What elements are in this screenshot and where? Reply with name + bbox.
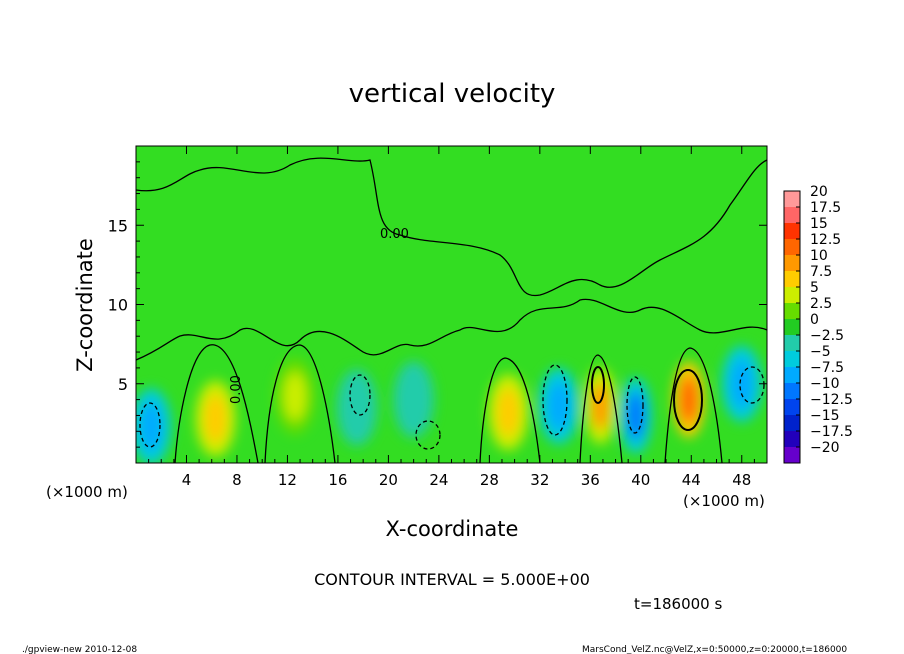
negative-contour <box>139 402 161 448</box>
contour-label: 0.00 <box>229 375 244 404</box>
colorbar-swatch <box>784 399 800 416</box>
colorbar-label: 7.5 <box>810 264 832 280</box>
negative-contour <box>415 420 441 450</box>
x-tick-label: 12 <box>278 471 297 489</box>
anomaly-core <box>204 394 227 443</box>
y-tick-label: 10 <box>108 296 128 315</box>
y-axis-label: Z-coordinate <box>73 238 97 372</box>
colorbar-label: −15 <box>810 408 840 424</box>
plot-background <box>136 146 767 463</box>
colorbar-label: 20 <box>810 184 828 200</box>
x-unit-right: (×1000 m) <box>683 492 765 510</box>
colorbar-swatch <box>784 319 800 336</box>
inner-contour <box>673 369 703 431</box>
colorbar-label: −20 <box>810 440 840 456</box>
colorbar-label: 10 <box>810 248 828 264</box>
anomaly-core <box>140 402 163 451</box>
negative-contour <box>349 374 371 416</box>
colorbar-swatch <box>784 383 800 400</box>
plume-contour <box>479 357 541 463</box>
chart-title: vertical velocity <box>349 79 556 109</box>
x-tick-label: 20 <box>379 471 398 489</box>
x-tick-label: 36 <box>581 471 600 489</box>
colorbar-label: −10 <box>810 376 840 392</box>
anomaly-core <box>345 383 368 432</box>
y-tick-label: 15 <box>108 216 128 235</box>
colorbar-label: 2.5 <box>810 296 832 312</box>
negative-contour <box>626 376 644 434</box>
negative-contour <box>542 364 568 436</box>
x-axis: 4 8 12 16 20 24 28 32 36 40 44 48 <box>148 146 755 489</box>
x-tick-label: 4 <box>182 471 192 489</box>
anomaly-core <box>284 372 307 421</box>
colorbar-label: 0 <box>810 312 819 328</box>
colorbar-swatch <box>784 271 800 288</box>
anomaly-core <box>497 388 520 437</box>
colorbar-label: 12.5 <box>810 232 841 248</box>
x-tick-label: 8 <box>232 471 242 489</box>
colorbar-swatch <box>784 415 800 432</box>
colorbar-swatch <box>784 287 800 304</box>
footer-left: ./gpview-new 2010-12-08 <box>22 645 137 654</box>
x-tick-label: 16 <box>328 471 347 489</box>
upper-contour <box>136 157 767 297</box>
x-tick-label: 24 <box>429 471 448 489</box>
negative-contour <box>739 366 765 404</box>
x-axis-label: X-coordinate <box>386 517 519 541</box>
colorbar-swatch <box>784 207 800 224</box>
x-unit-left: (×1000 m) <box>46 483 128 501</box>
y-axis: 5 10 15 <box>108 161 767 448</box>
colorbar-swatch <box>784 303 800 320</box>
colorbar-label: −17.5 <box>810 424 853 440</box>
colorbar-swatch <box>784 351 800 368</box>
inner-contour <box>591 366 605 404</box>
anomaly-core <box>547 381 570 430</box>
colorbar: 2017.51512.5107.552.50−2.5−5−7.5−10−12.5… <box>783 184 853 464</box>
anomaly-core <box>402 375 425 424</box>
x-tick-label: 48 <box>732 471 751 489</box>
anomaly-core <box>591 381 610 430</box>
plume-contour <box>264 344 336 463</box>
x-tick-label: 40 <box>631 471 650 489</box>
colorbar-swatch <box>784 239 800 256</box>
colorbar-frame <box>783 190 801 464</box>
colorbar-label: −2.5 <box>810 328 844 344</box>
zero-contour <box>136 298 767 361</box>
anomaly-core <box>679 375 698 424</box>
colorbar-label: 15 <box>810 216 828 232</box>
colorbar-swatch <box>784 431 800 448</box>
colorbar-label: −12.5 <box>810 392 853 408</box>
y-tick-label: 5 <box>118 375 128 394</box>
plot-area: 0.00 0.00 <box>136 146 767 463</box>
x-tick-label: 32 <box>530 471 549 489</box>
colorbar-label: 17.5 <box>810 200 841 216</box>
contour-interval: CONTOUR INTERVAL = 5.000E+00 <box>314 570 590 589</box>
contour-label: 0.00 <box>380 227 409 242</box>
colorbar-swatch <box>784 191 800 208</box>
footer-right: MarsCond_VelZ.nc@VelZ,x=0:50000,z=0:2000… <box>582 645 847 654</box>
colorbar-label: −5 <box>810 344 831 360</box>
plume-contour <box>579 354 623 463</box>
colorbar-label: −7.5 <box>810 360 844 376</box>
colorbar-swatch <box>784 367 800 384</box>
colorbar-label: 5 <box>810 280 819 296</box>
colorbar-swatch <box>784 447 800 464</box>
x-tick-label: 44 <box>682 471 701 489</box>
time-label: t=186000 s <box>634 595 722 613</box>
plume-contour <box>174 344 259 463</box>
x-tick-label: 28 <box>480 471 499 489</box>
plume-contour <box>664 347 723 463</box>
colorbar-swatch <box>784 223 800 240</box>
anomaly-core <box>730 359 753 408</box>
colorbar-swatch <box>784 335 800 352</box>
colorbar-swatch <box>784 255 800 272</box>
